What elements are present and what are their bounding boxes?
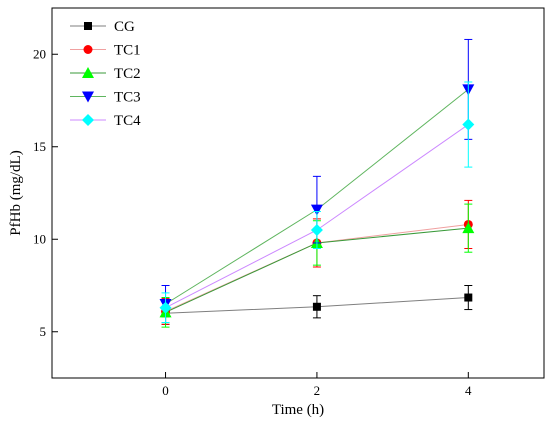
plot-frame	[51, 7, 545, 379]
legend-marker	[83, 45, 93, 54]
legend-item-tc1: TC1	[70, 43, 141, 59]
data-point	[310, 204, 323, 216]
data-point	[159, 301, 172, 314]
x-tick-label: 4	[465, 383, 472, 398]
y-tick-label: 15	[33, 139, 46, 154]
y-axis-title: PfHb (mg/dL)	[8, 150, 24, 235]
series-group	[159, 38, 475, 328]
legend: CG TC1 TC2 TC3 TC4	[70, 19, 141, 129]
y-tick-label: 5	[40, 324, 47, 339]
data-point	[312, 302, 321, 311]
x-tick-label: 2	[314, 383, 321, 398]
y-tick-label: 20	[33, 46, 46, 61]
legend-item-cg: CG	[70, 19, 135, 35]
data-point	[462, 118, 475, 131]
y-tick-label: 10	[33, 231, 46, 246]
data-point	[462, 222, 475, 234]
data-point	[464, 293, 473, 302]
legend-label: TC3	[114, 90, 141, 106]
legend-item-tc4: TC4	[70, 113, 141, 129]
legend-marker	[84, 22, 92, 30]
legend-marker	[82, 91, 94, 103]
legend-label: TC4	[114, 113, 141, 129]
series-tc4	[159, 81, 475, 323]
legend-label: TC1	[114, 43, 141, 59]
series-cg	[161, 285, 473, 325]
legend-marker	[82, 114, 94, 126]
legend-label: TC2	[114, 66, 141, 82]
data-point	[310, 224, 323, 236]
x-tick-label: 0	[162, 383, 169, 398]
x-axis-title: Time (h)	[272, 402, 324, 418]
legend-item-tc2: TC2	[70, 66, 141, 82]
legend-label: CG	[114, 19, 135, 35]
series-tc3	[159, 38, 475, 323]
legend-marker	[82, 67, 94, 78]
axes-group: 0 2 4 5 10 15 20	[33, 46, 472, 398]
legend-item-tc3: TC3	[70, 90, 141, 106]
